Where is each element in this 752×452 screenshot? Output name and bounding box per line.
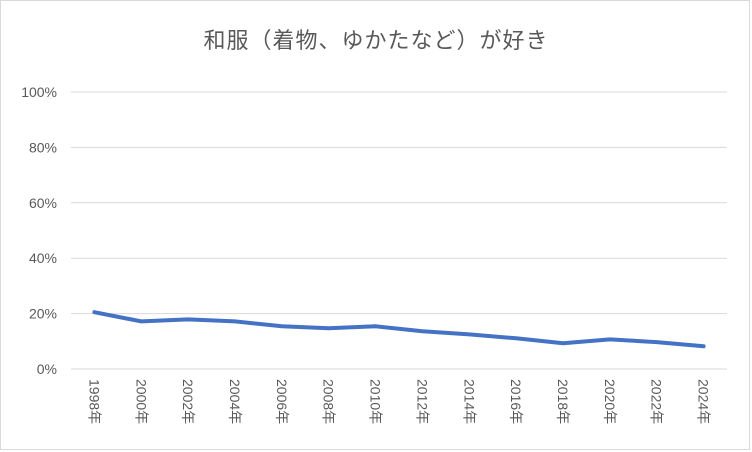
x-tick-label: 1998年 bbox=[86, 379, 102, 424]
x-tick-label: 2024年 bbox=[696, 379, 712, 424]
x-tick-label: 2010年 bbox=[368, 379, 384, 424]
x-tick-label: 2004年 bbox=[227, 379, 243, 424]
x-tick-label: 2012年 bbox=[414, 379, 430, 424]
x-tick-label: 2018年 bbox=[555, 379, 571, 424]
chart-title: 和服（着物、ゆかたなど）が好き bbox=[203, 29, 549, 54]
y-tick-label: 80% bbox=[29, 139, 57, 155]
x-tick-label: 2016年 bbox=[508, 379, 524, 424]
x-tick-label: 2014年 bbox=[461, 379, 477, 424]
x-tick-label: 2008年 bbox=[321, 379, 337, 424]
series-line bbox=[92, 310, 706, 349]
y-tick-label: 60% bbox=[29, 195, 57, 211]
x-tick-label: 2020年 bbox=[602, 379, 618, 424]
y-tick-label: 40% bbox=[29, 250, 57, 266]
x-tick-label: 2022年 bbox=[649, 379, 665, 424]
y-tick-label: 20% bbox=[29, 306, 57, 322]
x-tick-label: 2002年 bbox=[180, 379, 196, 424]
y-tick-label: 100% bbox=[21, 84, 57, 100]
x-tick-label: 2006年 bbox=[274, 379, 290, 424]
x-tick-label: 2000年 bbox=[133, 379, 149, 424]
y-tick-label: 0% bbox=[37, 361, 57, 377]
